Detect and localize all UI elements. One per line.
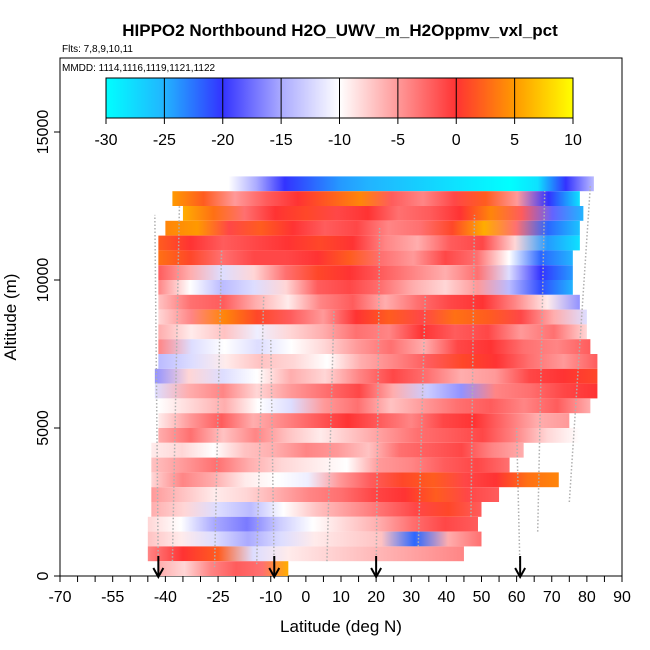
heatmap-band	[151, 457, 510, 473]
heatmap-band	[158, 413, 570, 428]
heatmap-band	[172, 191, 580, 206]
flight-track-line	[375, 226, 381, 577]
heatmap-band	[158, 294, 580, 310]
x-tick-label: -25	[207, 589, 230, 606]
flight-tracks	[154, 185, 592, 577]
x-tick-label: -70	[48, 589, 71, 606]
heatmap-band	[147, 516, 478, 532]
heatmap-bands	[147, 176, 598, 576]
heatmap-band	[158, 265, 573, 280]
heatmap-band	[151, 487, 500, 502]
down-arrow-icon	[152, 556, 165, 580]
x-tick-label: 20	[367, 589, 385, 606]
heatmap-band	[158, 250, 573, 266]
heatmap-band	[158, 339, 591, 354]
x-axis: -70 -55 -40 -25 -10 0 10 20 30 40 50 60 70 80 90	[48, 576, 631, 606]
colorbar-tick-label: -15	[270, 132, 293, 149]
heatmap-band	[151, 442, 524, 458]
colorbar-ticks: -30 -25 -20 -15 -10 -5 0 5 10	[94, 78, 582, 149]
flight-track-line	[213, 250, 223, 568]
down-arrow-icon	[268, 556, 281, 580]
chart-title: HIPPO2 Northbound H2O_UWV_m_H2Oppmv_vxl_…	[122, 21, 558, 40]
x-tick-label: 50	[473, 589, 491, 606]
heatmap-band	[228, 176, 594, 192]
heatmap-band	[147, 531, 482, 547]
heatmap-band	[158, 235, 580, 251]
down-arrow-icon	[514, 556, 527, 580]
x-axis-label: Latitude (deg N)	[280, 617, 402, 636]
heatmap-band	[182, 206, 584, 221]
colorbar-tick-label: -10	[328, 132, 351, 149]
y-tick-label: 0	[35, 571, 52, 580]
heatmap-band	[154, 383, 598, 399]
flight-track-line	[568, 185, 592, 503]
y-axis: 0 5000 10000 15000	[35, 110, 60, 580]
x-tick-label: 0	[301, 589, 310, 606]
x-tick-label: -55	[101, 589, 124, 606]
y-tick-label: 10000	[35, 258, 52, 303]
heatmap-band	[158, 428, 580, 443]
colorbar-tick-label: -30	[94, 132, 117, 149]
flight-track-line	[536, 191, 546, 532]
x-tick-label: -10	[259, 589, 282, 606]
x-tick-label: 70	[543, 589, 561, 606]
x-tick-label: 40	[437, 589, 455, 606]
heatmap-band	[158, 398, 591, 414]
flight-track-line	[270, 339, 276, 577]
colorbar-tick-label: -5	[391, 132, 405, 149]
x-tick-label: 60	[508, 589, 526, 606]
profile-arrows	[152, 556, 527, 580]
flight-track-line	[515, 427, 521, 577]
x-tick-label: -40	[154, 589, 177, 606]
heatmap-band	[158, 280, 573, 295]
flight-track-line	[154, 214, 160, 577]
x-tick-label: 10	[332, 589, 350, 606]
down-arrow-icon	[370, 556, 382, 580]
heatmap-band	[151, 472, 559, 488]
heatmap-band	[158, 561, 289, 576]
y-tick-label: 15000	[35, 110, 52, 155]
colorbar-tick-label: 10	[564, 132, 582, 149]
x-tick-label: 80	[578, 589, 596, 606]
flight-track-line	[255, 294, 265, 565]
x-tick-label: 30	[402, 589, 420, 606]
heatmap-band	[158, 309, 587, 325]
flight-track-line	[470, 214, 476, 517]
colorbar-tick-label: 5	[510, 132, 519, 149]
colorbar-tick-label: -25	[153, 132, 176, 149]
x-tick-label: 90	[613, 589, 631, 606]
heatmap-band	[151, 502, 482, 517]
heatmap-band	[158, 324, 587, 340]
dates-subtitle: MMDD: 1114,1116,1119,1121,1122	[62, 63, 216, 74]
y-axis-label: Altitude (m)	[1, 274, 20, 361]
y-tick-label: 5000	[35, 410, 52, 446]
colorbar-tick-label: -20	[211, 132, 234, 149]
flights-subtitle: Flts: 7,8,9,10,11	[62, 44, 133, 55]
colorbar: -30 -25 -20 -15 -10 -5 0 5 10	[94, 77, 582, 149]
heatmap-band	[165, 220, 580, 236]
heatmap-band	[147, 546, 464, 562]
colorbar-tick-label: 0	[452, 132, 461, 149]
heatmap-band	[154, 368, 598, 384]
